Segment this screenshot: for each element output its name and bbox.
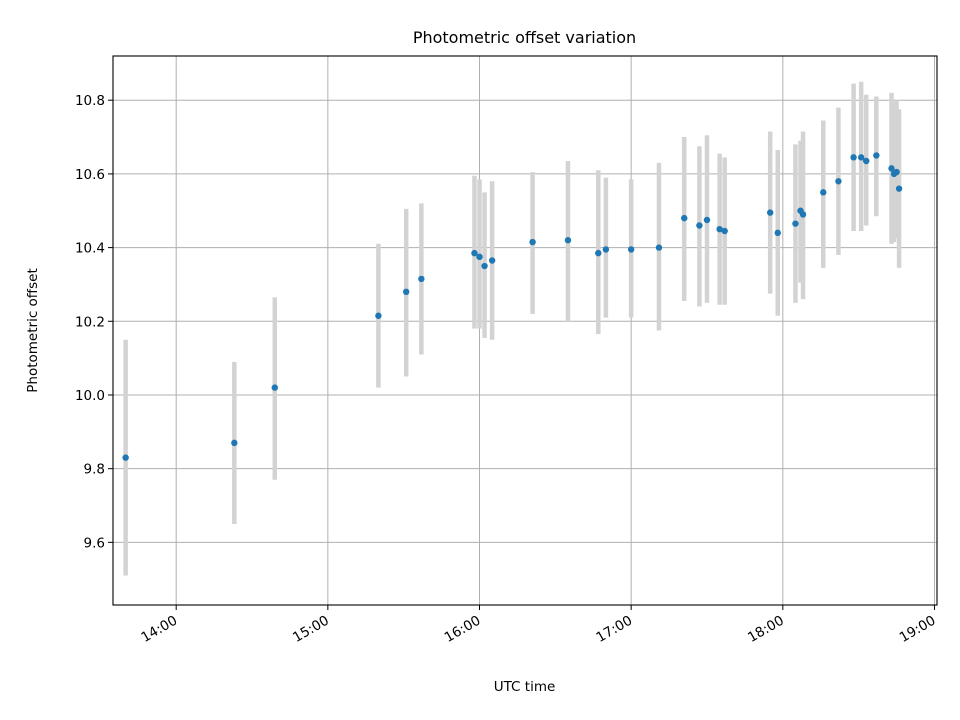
data-point	[481, 262, 488, 270]
data-point	[895, 185, 903, 192]
x-tick-label: 17:00	[593, 613, 635, 646]
data-point	[627, 246, 635, 253]
data-point	[721, 227, 728, 235]
data-point	[857, 154, 865, 161]
y-tick-label: 10.8	[75, 93, 105, 109]
data-point	[403, 288, 410, 296]
data-points	[122, 152, 903, 461]
data-point	[716, 225, 723, 233]
data-point	[820, 189, 827, 196]
data-point	[835, 178, 842, 185]
data-point	[792, 220, 799, 227]
data-point	[375, 312, 382, 319]
data-point	[703, 216, 711, 224]
data-point	[850, 154, 857, 161]
plot-frame	[112, 55, 938, 606]
chart-title: Photometric offset variation	[413, 28, 636, 47]
axis-ticks: 14:00 15:00 16:00 17:00 18:00 19:00 9.6 9.8 10.0…	[75, 93, 939, 646]
y-tick-label: 10.6	[75, 167, 105, 183]
data-point	[271, 384, 278, 391]
y-axis-label: Photometric offset	[25, 268, 41, 392]
data-point	[888, 165, 895, 172]
data-point	[863, 157, 870, 165]
data-point	[529, 238, 536, 246]
x-tick-label: 16:00	[442, 613, 484, 646]
data-point	[471, 249, 478, 257]
x-axis-label: UTC time	[494, 679, 556, 695]
data-point	[774, 229, 781, 237]
data-point	[418, 275, 425, 283]
data-point	[564, 237, 572, 244]
data-point	[681, 214, 688, 222]
data-point	[766, 209, 774, 216]
data-point	[799, 211, 807, 218]
x-tick-label: 15:00	[290, 613, 332, 646]
data-point	[873, 152, 880, 159]
grid	[113, 56, 937, 605]
data-point	[122, 454, 129, 461]
data-point	[488, 257, 496, 264]
data-point	[602, 246, 610, 253]
y-tick-label: 10.4	[75, 241, 105, 257]
y-tick-label: 9.6	[84, 535, 105, 551]
data-point	[893, 168, 900, 176]
data-point	[655, 244, 663, 251]
x-tick-label: 14:00	[138, 613, 180, 646]
y-tick-label: 10.0	[75, 388, 105, 404]
data-point	[476, 253, 483, 261]
y-tick-label: 9.8	[84, 462, 105, 478]
data-point	[696, 222, 703, 229]
y-tick-label: 10.2	[75, 314, 105, 330]
data-point	[231, 439, 238, 447]
data-point	[595, 249, 602, 257]
x-tick-label: 18:00	[745, 613, 787, 646]
x-tick-label: 19:00	[897, 613, 939, 646]
